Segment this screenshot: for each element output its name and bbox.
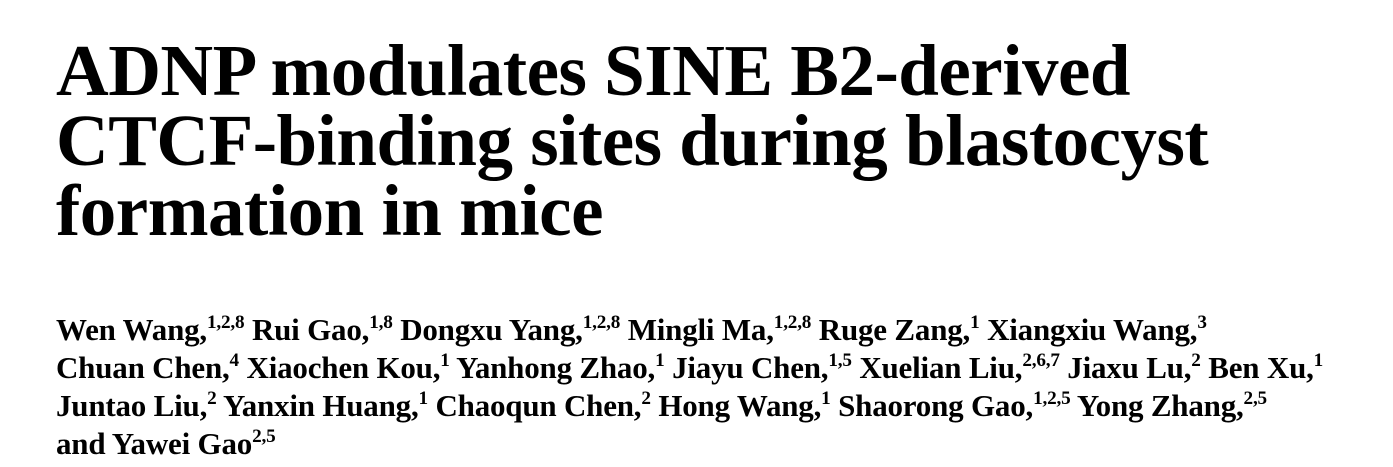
author-affiliation-superscript: 2 (641, 388, 651, 410)
author-name: Hong Wang, (658, 388, 822, 423)
author-name: Dongxu Yang, (400, 312, 583, 347)
author-affiliation-superscript: 1 (440, 350, 450, 372)
paper-title-line-1: ADNP modulates SINE B2-derived (56, 30, 1130, 111)
author-affiliation-superscript: 1,2,8 (773, 312, 812, 334)
author-name: Ben Xu, (1208, 350, 1314, 385)
author-affiliation-superscript: 1 (418, 388, 429, 410)
paper-title-line-3: formation in mice (56, 170, 603, 251)
author-name: Chuan Chen, (56, 350, 230, 385)
author-name: Jiaxu Lu, (1067, 350, 1192, 385)
author-name: Yanhong Zhao, (456, 350, 656, 385)
author-name: Yanxin Huang, (222, 388, 419, 423)
author-name: Xiaochen Kou, (246, 350, 441, 385)
author-affiliation-superscript: 1 (655, 350, 665, 372)
author-list: Wen Wang,1,2,8 Rui Gao,1,8 Dongxu Yang,1… (56, 311, 1323, 463)
author-affiliation-superscript: 3 (1197, 312, 1207, 334)
author-name: Wen Wang, (56, 312, 207, 347)
author-name: Mingli Ma, (627, 312, 774, 347)
author-affiliation-superscript: 2,5 (252, 426, 276, 448)
author-line: Wen Wang,1,2,8 Rui Gao,1,8 Dongxu Yang,1… (56, 311, 1323, 349)
author-affiliation-superscript: 1 (1313, 350, 1324, 372)
author-affiliation-superscript: 1,2,8 (206, 312, 245, 334)
author-line: Juntao Liu,2 Yanxin Huang,1 Chaoqun Chen… (56, 387, 1323, 425)
author-name: Ruge Zang, (818, 312, 971, 347)
author-name: Yong Zhang, (1076, 388, 1244, 423)
author-affiliation-superscript: 1,2,8 (582, 312, 621, 334)
author-affiliation-superscript: 1 (821, 388, 831, 410)
author-name: Juntao Liu, (56, 388, 208, 423)
author-name: Xiangxiu Wang, (987, 312, 1198, 347)
author-affiliation-superscript: 2,6,7 (1022, 350, 1060, 372)
author-name: Chaoqun Chen, (435, 388, 642, 423)
author-name: Shaorong Gao, (838, 388, 1034, 423)
author-line: Chuan Chen,4 Xiaochen Kou,1 Yanhong Zhao… (56, 349, 1323, 387)
author-name: and Yawei Gao (56, 426, 253, 461)
author-affiliation-superscript: 4 (229, 350, 240, 372)
author-name: Jiayu Chen, (672, 350, 829, 385)
author-name: Rui Gao, (251, 312, 370, 347)
author-affiliation-superscript: 2 (1191, 350, 1201, 372)
author-affiliation-superscript: 1,2,5 (1033, 388, 1071, 410)
author-affiliation-superscript: 2,5 (1243, 388, 1268, 410)
author-affiliation-superscript: 1,5 (828, 350, 852, 372)
author-affiliation-superscript: 1 (970, 312, 980, 334)
paper-title-line-2: CTCF-binding sites during blastocyst (56, 100, 1209, 181)
paper-title: ADNP modulates SINE B2-derived CTCF-bind… (56, 30, 1209, 251)
author-affiliation-superscript: 1,8 (369, 312, 393, 334)
author-name: Xuelian Liu, (859, 350, 1023, 385)
author-line: and Yawei Gao2,5 (56, 425, 1323, 463)
author-affiliation-superscript: 2 (207, 388, 217, 410)
